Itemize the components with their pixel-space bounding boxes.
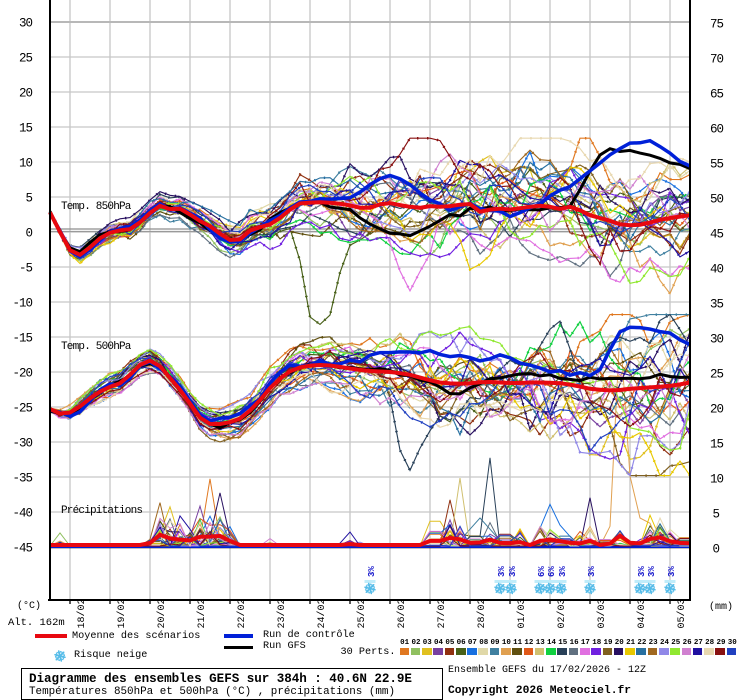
svg-text:10: 10 xyxy=(710,472,724,486)
svg-text:70: 70 xyxy=(710,52,724,66)
svg-text:65: 65 xyxy=(710,87,724,101)
svg-text:15: 15 xyxy=(710,437,724,451)
svg-text:50: 50 xyxy=(710,192,724,206)
svg-text:03/03: 03/03 xyxy=(596,598,608,628)
svg-text:-15: -15 xyxy=(12,332,32,346)
svg-text:3%: 3% xyxy=(367,566,377,577)
svg-text:5: 5 xyxy=(713,507,720,521)
svg-text:-25: -25 xyxy=(12,402,32,416)
svg-text:25: 25 xyxy=(710,367,724,381)
svg-text:3%: 3% xyxy=(647,566,657,577)
svg-text:18/02: 18/02 xyxy=(76,598,88,628)
svg-text:23/02: 23/02 xyxy=(276,598,288,628)
svg-text:-20: -20 xyxy=(12,367,32,381)
svg-text:-45: -45 xyxy=(12,542,32,556)
svg-text:40: 40 xyxy=(710,262,724,276)
svg-text:-35: -35 xyxy=(12,472,32,486)
svg-text:25: 25 xyxy=(19,52,33,66)
svg-text:3%: 3% xyxy=(587,566,597,577)
svg-text:45: 45 xyxy=(710,227,724,241)
svg-text:01/03: 01/03 xyxy=(516,598,528,628)
svg-text:-30: -30 xyxy=(12,437,32,451)
svg-text:19/02: 19/02 xyxy=(116,598,128,628)
svg-text:6%: 6% xyxy=(547,566,557,577)
svg-text:27/02: 27/02 xyxy=(436,598,448,628)
svg-text:26/02: 26/02 xyxy=(396,598,408,628)
svg-text:22/02: 22/02 xyxy=(236,598,248,628)
svg-text:20: 20 xyxy=(710,402,724,416)
svg-text:20: 20 xyxy=(19,87,33,101)
svg-text:21/02: 21/02 xyxy=(196,598,208,628)
svg-text:05/03: 05/03 xyxy=(676,598,688,628)
svg-text:3%: 3% xyxy=(508,566,518,577)
svg-text:35: 35 xyxy=(710,297,724,311)
svg-text:02/03: 02/03 xyxy=(556,598,568,628)
svg-text:0: 0 xyxy=(713,542,720,556)
svg-text:15: 15 xyxy=(19,122,33,136)
svg-text:30: 30 xyxy=(19,17,33,31)
svg-text:0: 0 xyxy=(25,227,32,241)
svg-text:6%: 6% xyxy=(537,566,547,577)
svg-text:-40: -40 xyxy=(12,507,32,521)
svg-text:25/02: 25/02 xyxy=(356,598,368,628)
svg-text:-10: -10 xyxy=(12,297,32,311)
svg-text:60: 60 xyxy=(710,122,724,136)
svg-text:3%: 3% xyxy=(497,566,507,577)
svg-text:-5: -5 xyxy=(19,262,33,276)
svg-text:55: 55 xyxy=(710,157,724,171)
svg-text:20/02: 20/02 xyxy=(156,598,168,628)
svg-text:24/02: 24/02 xyxy=(316,598,328,628)
svg-text:30: 30 xyxy=(710,332,724,346)
svg-text:5: 5 xyxy=(25,192,32,206)
svg-text:Temp. 500hPa: Temp. 500hPa xyxy=(61,341,132,353)
svg-text:3%: 3% xyxy=(667,566,677,577)
svg-text:3%: 3% xyxy=(637,566,647,577)
svg-text:04/03: 04/03 xyxy=(636,598,648,628)
svg-text:75: 75 xyxy=(710,17,724,31)
svg-text:Précipitations: Précipitations xyxy=(61,505,142,517)
svg-text:28/02: 28/02 xyxy=(476,598,488,628)
svg-text:Temp. 850hPa: Temp. 850hPa xyxy=(61,201,132,213)
svg-text:3%: 3% xyxy=(558,566,568,577)
svg-text:10: 10 xyxy=(19,157,33,171)
